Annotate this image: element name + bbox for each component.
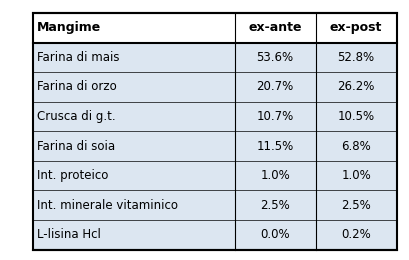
Text: 20.7%: 20.7% [256,80,294,93]
Text: Int. proteico: Int. proteico [37,169,108,182]
Text: 2.5%: 2.5% [260,199,290,212]
Text: 52.8%: 52.8% [337,51,375,64]
Bar [33,161,397,190]
Bar [33,102,397,131]
Text: 53.6%: 53.6% [256,51,294,64]
Text: 1.0%: 1.0% [341,169,371,182]
Text: Crusca di g.t.: Crusca di g.t. [37,110,116,123]
Bar [33,220,397,250]
Text: 0.2%: 0.2% [341,228,371,241]
Text: ex-ante: ex-ante [248,21,302,34]
Text: 10.7%: 10.7% [256,110,294,123]
Text: Farina di soia: Farina di soia [37,140,115,153]
Text: Int. minerale vitaminico: Int. minerale vitaminico [37,199,178,212]
Bar [33,72,397,102]
Text: Farina di orzo: Farina di orzo [37,80,117,93]
Text: Mangime: Mangime [37,21,101,34]
Bar [33,13,397,43]
Text: 1.0%: 1.0% [260,169,290,182]
Text: 11.5%: 11.5% [256,140,294,153]
Text: Farina di mais: Farina di mais [37,51,119,64]
Text: 0.0%: 0.0% [261,228,290,241]
Bar [33,13,397,250]
Text: 26.2%: 26.2% [337,80,375,93]
Text: 10.5%: 10.5% [337,110,375,123]
Text: 2.5%: 2.5% [341,199,371,212]
Text: L-lisina Hcl: L-lisina Hcl [37,228,101,241]
Bar [33,131,397,161]
Text: 6.8%: 6.8% [341,140,371,153]
Bar [33,43,397,72]
Bar [33,190,397,220]
Text: ex-post: ex-post [330,21,382,34]
